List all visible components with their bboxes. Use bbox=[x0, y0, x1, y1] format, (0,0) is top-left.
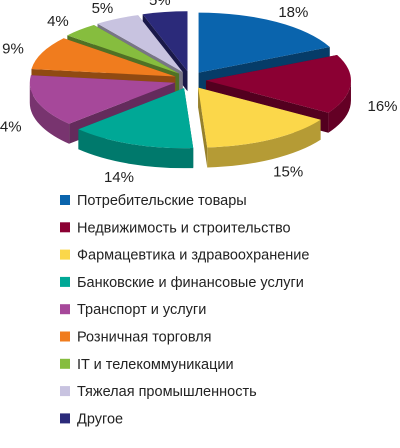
legend-label-8: Тяжелая промышленность bbox=[77, 384, 257, 400]
legend-swatch-8 bbox=[60, 386, 70, 397]
legend-item-7: IT и телекоммуникации bbox=[60, 357, 234, 373]
legend-item-1: Потребительские товары bbox=[60, 193, 247, 209]
pie-slice-4 bbox=[78, 88, 194, 169]
value-label-6: 9% bbox=[2, 40, 24, 57]
value-label-9: 5% bbox=[149, 0, 171, 9]
legend-item-3: Фармацевтика и здравоохранение bbox=[60, 248, 309, 264]
value-label-3: 15% bbox=[273, 164, 303, 181]
value-labels: 18% 16% 15% 14% 14% 9% 4% 5% 5% bbox=[0, 0, 398, 186]
value-label-2: 16% bbox=[368, 98, 398, 115]
legend-label-2: Недвижимость и строительство bbox=[77, 220, 291, 236]
legend-label-5: Транспорт и услуги bbox=[77, 302, 206, 318]
legend-swatch-5 bbox=[60, 304, 70, 315]
legend-swatch-4 bbox=[60, 276, 70, 287]
legend-swatch-6 bbox=[60, 331, 70, 342]
legend-label-9: Другое bbox=[77, 411, 123, 427]
legend: Потребительские товары Недвижимость и стр… bbox=[60, 193, 309, 427]
legend-item-8: Тяжелая промышленность bbox=[60, 384, 257, 400]
value-label-8: 5% bbox=[92, 0, 114, 17]
value-label-1: 18% bbox=[278, 4, 308, 21]
legend-item-9: Другое bbox=[60, 411, 123, 427]
pie-slice-3 bbox=[198, 87, 321, 168]
legend-item-5: Транспорт и услуги bbox=[60, 302, 206, 318]
legend-label-7: IT и телекоммуникации bbox=[77, 357, 234, 373]
legend-swatch-9 bbox=[60, 413, 70, 424]
value-label-5: 14% bbox=[0, 118, 22, 135]
legend-item-4: Банковские и финансовые услуги bbox=[60, 275, 304, 291]
value-label-7: 4% bbox=[47, 13, 69, 30]
legend-label-6: Розничная торговля bbox=[77, 330, 212, 346]
value-label-4: 14% bbox=[104, 169, 134, 186]
legend-swatch-2 bbox=[60, 222, 70, 233]
legend-label-4: Банковские и финансовые услуги bbox=[77, 275, 304, 291]
legend-item-6: Розничная торговля bbox=[60, 330, 212, 346]
legend-label-3: Фармацевтика и здравоохранение bbox=[77, 248, 309, 264]
legend-item-2: Недвижимость и строительство bbox=[60, 220, 291, 236]
pie-plot-area bbox=[29, 11, 351, 169]
legend-swatch-1 bbox=[60, 195, 70, 205]
legend-label-1: Потребительские товары bbox=[77, 193, 247, 209]
legend-swatch-7 bbox=[60, 358, 70, 369]
legend-swatch-3 bbox=[60, 249, 70, 260]
